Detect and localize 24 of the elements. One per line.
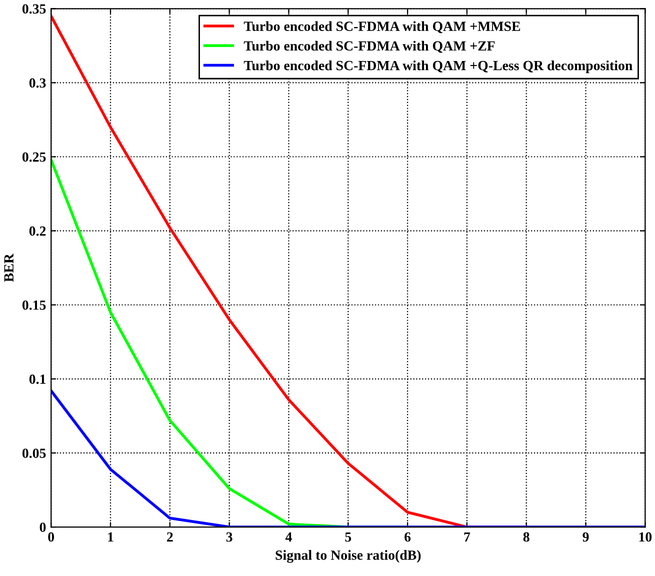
y-tick-label: 0.05 <box>22 448 46 458</box>
x-tick-label: 10 <box>639 532 652 542</box>
y-tick-label: 0.15 <box>22 300 46 310</box>
x-tick-label: 1 <box>108 532 114 542</box>
y-tick-label: 0.35 <box>22 4 46 14</box>
x-tick-label: 7 <box>464 532 470 542</box>
x-tick-label: 9 <box>582 532 589 542</box>
y-axis-title: BER <box>4 253 14 282</box>
x-tick-label: 4 <box>285 532 292 542</box>
y-tick-label: 0.1 <box>29 374 46 384</box>
x-tick-label: 3 <box>226 532 232 542</box>
legend-label: Turbo encoded SC-FDMA with QAM +MMSE <box>244 21 520 34</box>
legend-label: Turbo encoded SC-FDMA with QAM +Q-Less QR decomposition <box>244 60 632 74</box>
legend-label: Turbo encoded SC-FDMA with QAM +ZF <box>244 40 495 53</box>
y-tick-label: 0.3 <box>29 78 46 88</box>
y-tick-label: 0 <box>40 522 46 532</box>
x-axis-title: Signal to Noise ratio(dB) <box>276 550 421 563</box>
y-tick-label: 0.25 <box>22 152 46 162</box>
x-tick-label: 2 <box>167 532 173 542</box>
x-tick-label: 6 <box>404 532 411 542</box>
x-tick-label: 0 <box>48 532 54 542</box>
x-tick-label: 8 <box>523 532 530 542</box>
y-tick-label: 0.2 <box>29 226 46 236</box>
x-tick-label: 5 <box>345 532 352 542</box>
